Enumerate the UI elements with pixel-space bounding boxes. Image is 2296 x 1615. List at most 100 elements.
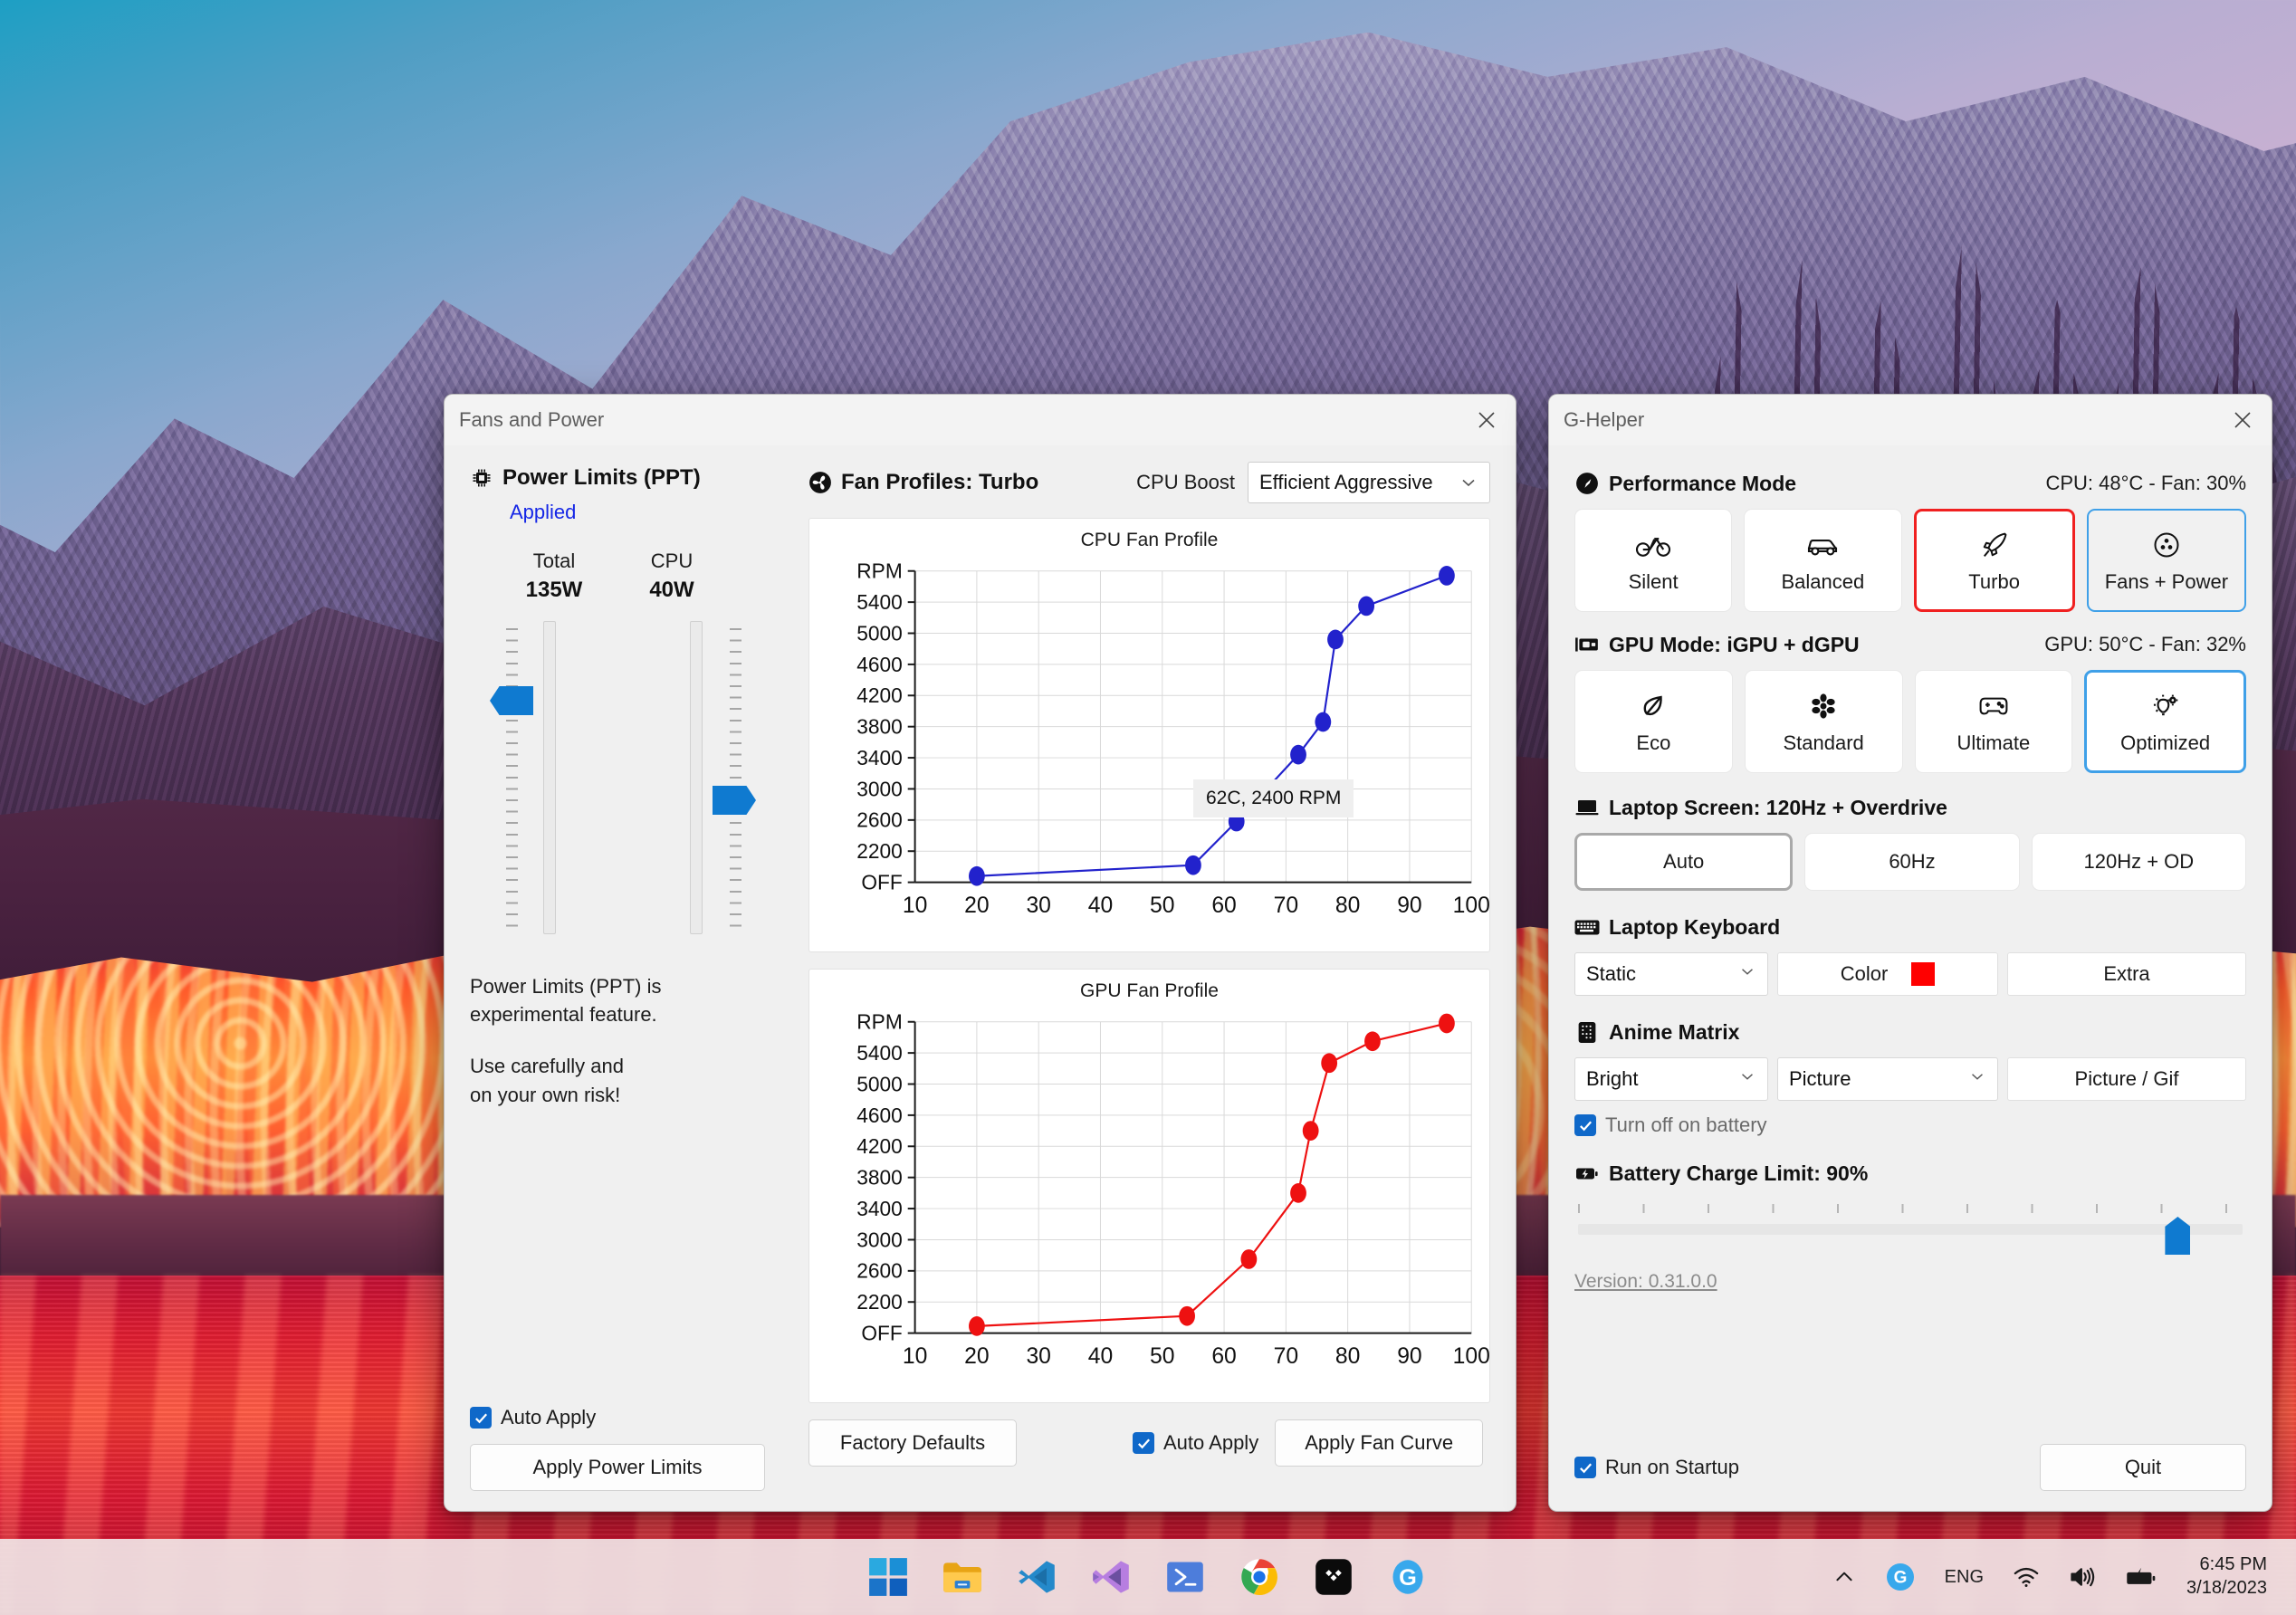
svg-text:2200: 2200 [856, 1290, 903, 1314]
cpu-boost-value: Efficient Aggressive [1259, 471, 1433, 493]
gpu-mode-standard-label: Standard [1783, 731, 1864, 754]
tray-battery-icon[interactable] [2110, 1549, 2170, 1605]
battery-limit-slider[interactable] [1574, 1200, 2246, 1255]
keyboard-color-button[interactable]: Color [1777, 952, 1998, 996]
svg-text:3400: 3400 [856, 1197, 903, 1220]
gauge-icon [1574, 471, 1600, 496]
taskbar-ghelper-icon[interactable]: G [1382, 1552, 1433, 1602]
svg-text:OFF: OFF [861, 1322, 902, 1345]
taskbar-powershell-icon[interactable] [1160, 1552, 1210, 1602]
perf-mode-fans-power[interactable]: Fans + Power [2086, 509, 2246, 612]
fans-window-titlebar[interactable]: Fans and Power [445, 395, 1516, 445]
gamepad-icon [1977, 688, 2010, 724]
svg-text:4200: 4200 [856, 1134, 903, 1158]
anime-content-dropdown[interactable]: Picture [1777, 1057, 1998, 1101]
keyboard-mode-value: Static [1586, 962, 1637, 985]
ghelper-window-title: G-Helper [1564, 407, 1645, 431]
screen-mode-60hz[interactable]: 60Hz [1804, 833, 2020, 891]
tray-wifi-icon[interactable] [1998, 1549, 2054, 1605]
slider-track [1578, 1224, 2243, 1235]
svg-text:2600: 2600 [856, 1259, 903, 1283]
anime-battery-label: Turn off on battery [1605, 1113, 1767, 1136]
cpu-power-slider-thumb[interactable] [713, 786, 756, 815]
gpu-card-icon [1574, 632, 1600, 657]
svg-text:70: 70 [1274, 894, 1298, 918]
cpu-fan-chart-card[interactable]: CPU Fan Profile OFF 2200 2600 3000 3400 3800 4… [808, 518, 1490, 952]
clock-time: 6:45 PM [2199, 1554, 2267, 1575]
screen-mode-auto[interactable]: Auto [1574, 833, 1794, 891]
taskbar-vscode-icon[interactable] [1011, 1552, 1062, 1602]
cpu-chart-title: CPU Fan Profile [1080, 530, 1219, 550]
anime-picture-gif-button[interactable]: Picture / Gif [2007, 1057, 2246, 1101]
gpu-mode-standard[interactable]: Standard [1744, 670, 1903, 773]
svg-text:40: 40 [1088, 1344, 1113, 1369]
gpu-mode-eco-label: Eco [1636, 731, 1671, 754]
laptop-screen-icon [1574, 795, 1600, 820]
gpu-mode-ultimate[interactable]: Ultimate [1914, 670, 2073, 773]
total-power-slider-thumb[interactable] [490, 686, 533, 715]
total-power-slider[interactable] [490, 619, 604, 936]
ghelper-titlebar[interactable]: G-Helper [1549, 395, 2272, 445]
run-on-startup-label: Run on Startup [1605, 1456, 1739, 1478]
perf-mode-turbo-label: Turbo [1968, 570, 2020, 593]
battery-limit-slider-thumb[interactable] [2165, 1217, 2191, 1255]
anime-brightness-dropdown[interactable]: Bright [1574, 1057, 1768, 1101]
anime-matrix-controls: Bright Picture Picture / Gif [1574, 1057, 2246, 1101]
cpu-power-slider[interactable] [642, 619, 756, 936]
check-icon [1137, 1438, 1150, 1448]
taskbar-windows-start-icon[interactable] [863, 1552, 914, 1602]
perf-mode-balanced[interactable]: Balanced [1744, 509, 1902, 612]
fan-auto-apply-checkbox[interactable]: Auto Apply [1133, 1431, 1258, 1455]
laptop-keyboard-section: Laptop Keyboard Static Color Extra [1574, 914, 2246, 996]
svg-text:30: 30 [1026, 1344, 1050, 1369]
svg-text:100: 100 [1453, 894, 1489, 918]
chevron-down-icon [1738, 1067, 1756, 1091]
perf-mode-silent[interactable]: Silent [1574, 509, 1733, 612]
power-limits-header: Power Limits (PPT) [470, 465, 798, 491]
fan-profiles-header: Fan Profiles: Turbo CPU Boost Efficient … [808, 462, 1490, 503]
svg-text:100: 100 [1453, 1344, 1489, 1369]
power-limits-panel: Power Limits (PPT) Applied Total 135W CP… [445, 445, 798, 1511]
taskbar-file-explorer-icon[interactable] [937, 1552, 988, 1602]
anime-battery-checkbox[interactable]: Turn off on battery [1574, 1113, 2246, 1137]
tray-volume-icon[interactable] [2054, 1549, 2110, 1605]
power-auto-apply-checkbox[interactable]: Auto Apply [470, 1406, 781, 1429]
check-icon [474, 1412, 487, 1423]
tray-language-indicator[interactable]: ENG [1930, 1549, 1998, 1605]
car-icon [1804, 527, 1841, 563]
factory-defaults-button[interactable]: Factory Defaults [808, 1419, 1017, 1467]
apply-fan-curve-button[interactable]: Apply Fan Curve [1275, 1419, 1484, 1467]
checkbox-box [1133, 1432, 1154, 1454]
close-icon [2234, 412, 2251, 428]
slider-track [543, 621, 556, 934]
fans-window-close-button[interactable] [1458, 395, 1516, 445]
taskbar-tidal-icon[interactable] [1308, 1552, 1359, 1602]
version-link[interactable]: Version: 0.31.0.0 [1574, 1271, 1717, 1292]
gpu-fan-chart-card[interactable]: GPU Fan Profile OFF 2200 2600 3000 3400 3800 4… [808, 969, 1490, 1403]
screen-mode-120hz-od[interactable]: 120Hz + OD [2031, 833, 2246, 891]
tray-ghelper-icon[interactable]: G [1870, 1549, 1930, 1605]
slider-ticks [730, 628, 741, 927]
ghelper-close-button[interactable] [2214, 395, 2272, 445]
svg-text:50: 50 [1150, 1344, 1174, 1369]
perf-mode-turbo[interactable]: Turbo [1913, 509, 2075, 612]
laptop-screen-title: Laptop Screen: 120Hz + Overdrive [1609, 795, 1947, 819]
slider-ticks [506, 628, 518, 927]
svg-text:OFF: OFF [861, 871, 902, 894]
cpu-boost-dropdown[interactable]: Efficient Aggressive [1248, 462, 1490, 503]
apply-power-limits-button[interactable]: Apply Power Limits [470, 1444, 765, 1491]
keyboard-color-swatch [1911, 962, 1936, 986]
tray-show-hidden-icons[interactable] [1818, 1549, 1870, 1605]
taskbar-visual-studio-icon[interactable] [1086, 1552, 1136, 1602]
svg-text:5000: 5000 [856, 1072, 903, 1095]
taskbar-chrome-icon[interactable] [1234, 1552, 1285, 1602]
power-sliders [470, 619, 798, 936]
gpu-mode-eco[interactable]: Eco [1574, 670, 1733, 773]
run-on-startup-checkbox[interactable]: Run on Startup [1574, 1456, 1739, 1479]
svg-text:40: 40 [1088, 894, 1113, 918]
keyboard-extra-button[interactable]: Extra [2007, 952, 2246, 996]
gpu-mode-optimized[interactable]: Optimized [2084, 670, 2246, 773]
quit-button[interactable]: Quit [2040, 1444, 2246, 1491]
keyboard-mode-dropdown[interactable]: Static [1574, 952, 1768, 996]
taskbar-clock[interactable]: 6:45 PM 3/18/2023 [2170, 1553, 2280, 1600]
